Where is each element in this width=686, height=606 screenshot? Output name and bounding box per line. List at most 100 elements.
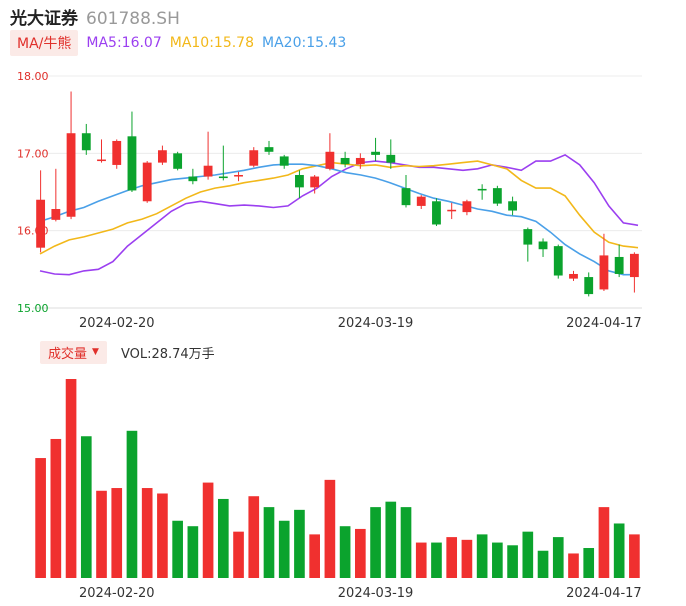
volume-bar[interactable] (568, 553, 579, 578)
volume-bar[interactable] (309, 534, 320, 578)
candle-body (599, 255, 609, 290)
ma-lines (39, 153, 639, 276)
ma-selector-button[interactable]: MA/牛熊 (10, 30, 79, 56)
volume-bar[interactable] (415, 542, 427, 578)
volume-bar[interactable] (65, 379, 77, 578)
candle[interactable] (36, 170, 46, 253)
candle[interactable] (173, 151, 183, 171)
volume-bar[interactable] (339, 526, 351, 578)
volume-x-tick-label: 2024-03-19 (338, 586, 414, 601)
volume-bar[interactable] (263, 507, 275, 578)
ma20-line (39, 163, 638, 276)
candle[interactable] (325, 133, 335, 171)
candle[interactable] (599, 233, 609, 291)
candle[interactable] (127, 111, 137, 192)
volume-bar[interactable] (202, 482, 214, 578)
candle[interactable] (416, 195, 426, 210)
volume-bar[interactable] (80, 436, 92, 578)
candle[interactable] (218, 145, 228, 181)
candle[interactable] (340, 151, 350, 168)
volume-bar[interactable] (385, 501, 397, 578)
volume-bar[interactable] (613, 523, 625, 578)
volume-bar[interactable] (141, 488, 153, 578)
candle[interactable] (538, 238, 548, 257)
candle-body (432, 201, 441, 225)
volume-bar[interactable] (598, 507, 610, 578)
volume-bar[interactable] (278, 520, 290, 578)
candle[interactable] (188, 168, 198, 185)
candle[interactable] (264, 140, 274, 155)
candle-body (173, 153, 183, 169)
volume-bar[interactable] (583, 548, 595, 578)
volume-selector-button[interactable]: 成交量 ▼ (40, 340, 107, 364)
candle[interactable] (523, 227, 533, 262)
candle[interactable] (629, 252, 639, 293)
candle[interactable] (447, 202, 457, 220)
candle[interactable] (66, 91, 76, 220)
volume-bar[interactable] (370, 507, 381, 578)
candle[interactable] (371, 137, 380, 162)
candle[interactable] (614, 244, 624, 278)
volume-bar[interactable] (522, 531, 534, 578)
candle-body (371, 151, 380, 155)
volume-bar[interactable] (507, 545, 518, 578)
volume-bar[interactable] (552, 537, 564, 578)
candle[interactable] (157, 145, 167, 165)
volume-bar[interactable] (446, 537, 458, 578)
candle[interactable] (462, 199, 472, 216)
candle-body (142, 162, 152, 202)
volume-bar[interactable] (431, 542, 442, 578)
volume-bar[interactable] (172, 520, 183, 578)
ma5-label: MA5:16.07 (86, 35, 162, 51)
candle[interactable] (142, 161, 152, 203)
candle[interactable] (508, 196, 518, 216)
volume-bar[interactable] (461, 539, 473, 578)
volume-bar[interactable] (157, 493, 168, 578)
volume-bar[interactable] (233, 531, 244, 578)
candle[interactable] (355, 153, 365, 169)
candle[interactable] (97, 139, 106, 163)
candle[interactable] (51, 168, 61, 222)
y-tick-label: 17.00 (17, 147, 49, 160)
volume-bar[interactable] (324, 479, 336, 578)
candle-body (249, 150, 259, 166)
volume-bar[interactable] (248, 496, 260, 578)
candle[interactable] (584, 272, 594, 297)
candle[interactable] (81, 123, 91, 155)
volume-bar[interactable] (629, 534, 640, 578)
volume-bar[interactable] (355, 528, 366, 578)
volume-bar[interactable] (294, 509, 305, 578)
candle[interactable] (279, 154, 289, 169)
candle[interactable] (249, 147, 259, 168)
volume-bar[interactable] (111, 488, 123, 578)
candle[interactable] (477, 184, 487, 200)
volume-bar[interactable] (537, 550, 549, 578)
candle[interactable] (386, 139, 396, 169)
volume-bar[interactable] (217, 498, 229, 578)
candle[interactable] (432, 198, 441, 227)
candle[interactable] (112, 139, 122, 169)
candle[interactable] (553, 244, 563, 279)
volume-bar[interactable] (50, 438, 62, 578)
volume-bar[interactable] (35, 458, 46, 578)
candle[interactable] (310, 174, 320, 194)
volume-bar[interactable] (492, 542, 503, 578)
candle-body (340, 157, 350, 165)
volume-bar[interactable] (400, 507, 412, 578)
volume-bar[interactable] (126, 430, 138, 578)
volume-bar[interactable] (96, 490, 107, 578)
candle-body (584, 277, 594, 295)
volume-bar[interactable] (187, 526, 199, 578)
volume-bar[interactable] (476, 534, 488, 578)
candle[interactable] (492, 185, 502, 206)
candle[interactable] (569, 270, 578, 281)
candle[interactable] (234, 171, 243, 182)
y-tick-label: 18.00 (17, 70, 49, 83)
candle-body (629, 253, 639, 278)
candle[interactable] (203, 131, 213, 180)
volume-x-tick-label: 2024-04-17 (566, 586, 642, 601)
candle[interactable] (295, 170, 304, 199)
candle[interactable] (401, 174, 411, 208)
candles (36, 91, 639, 297)
